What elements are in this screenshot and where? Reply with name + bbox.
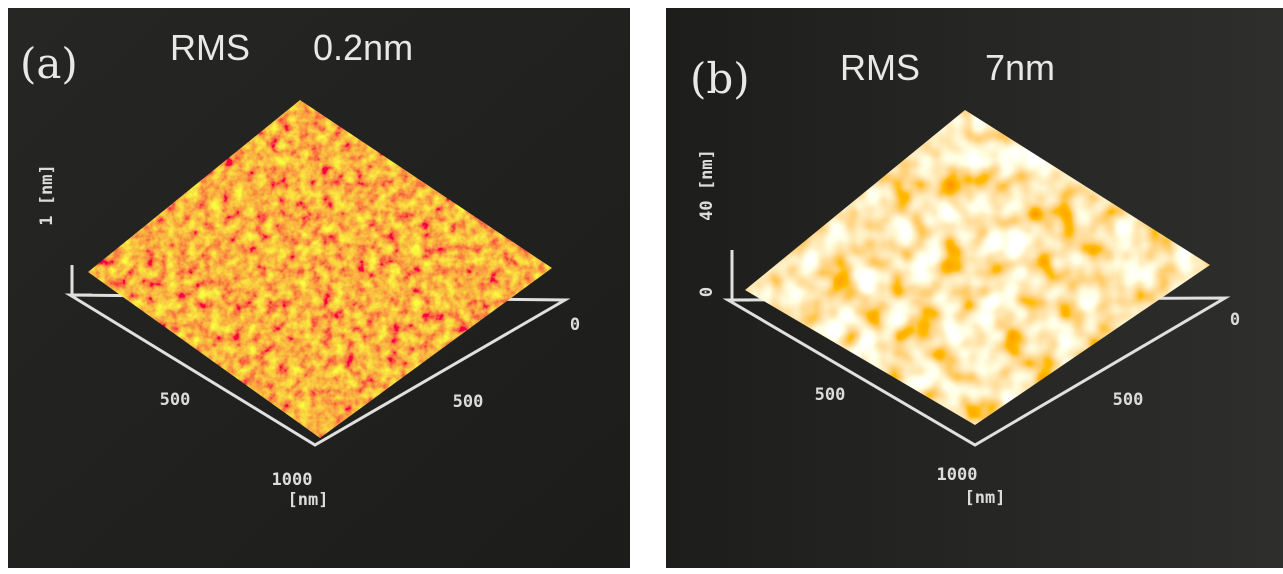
figure: (a) RMS 0.2nm 1 [nm] 500 1000 [nm] 0 500…: [0, 0, 1283, 574]
panel-a: (a) RMS 0.2nm 1 [nm] 500 1000 [nm] 0 500: [8, 8, 630, 568]
y-tick-label: 500: [1113, 390, 1144, 410]
x-tick-label: 1000: [937, 465, 978, 485]
rms-value: 7nm: [985, 47, 1055, 88]
page: {"panels": [ {"label": "(a)", "title": "…: [0, 0, 1283, 574]
y-tick-label: 0: [570, 315, 580, 335]
panel-label: (a): [20, 39, 78, 88]
y-tick-label: 0: [1230, 310, 1240, 330]
x-tick-label: 500: [160, 390, 191, 410]
x-axis-unit: [nm]: [288, 490, 329, 510]
z-axis-label: 1 [nm]: [37, 164, 57, 225]
x-tick-label: 500: [815, 385, 846, 405]
panel-b: (b) RMS 7nm 40 [nm] 0 500 1000 [nm] 0 50…: [666, 8, 1283, 568]
rms-title: RMS: [170, 27, 250, 68]
z-axis-zero: 0: [697, 287, 717, 297]
y-tick-label: 500: [453, 392, 484, 412]
rms-value: 0.2nm: [313, 27, 413, 68]
x-tick-label: 1000: [272, 470, 313, 490]
z-axis-label: 40 [nm]: [697, 149, 717, 221]
rms-title: RMS: [840, 47, 920, 88]
panel-label: (b): [690, 54, 750, 103]
x-axis-unit: [nm]: [965, 488, 1006, 508]
